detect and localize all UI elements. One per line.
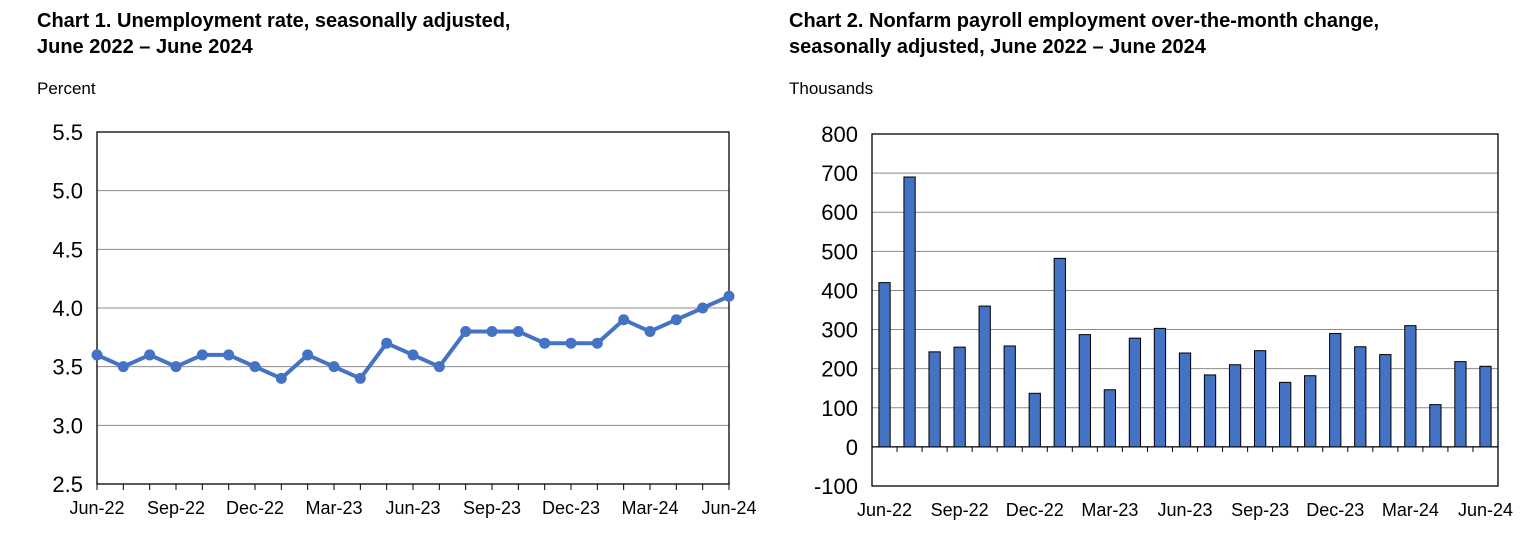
chart-1-y-tick-label: 2.5 bbox=[52, 472, 83, 497]
chart-1-y-tick-label: 3.0 bbox=[52, 413, 83, 438]
chart-2-bar bbox=[1429, 404, 1442, 448]
chart-2-bar bbox=[1178, 352, 1192, 448]
chart-1-data-point bbox=[407, 349, 419, 361]
chart-1-x-tick-label: Jun-23 bbox=[385, 498, 440, 518]
chart-2-y-tick-label: 400 bbox=[821, 278, 858, 303]
chart-2-bar bbox=[953, 346, 966, 448]
chart-2-y-tick-label: 600 bbox=[821, 200, 858, 225]
chart-2-x-tick-label: Dec-23 bbox=[1306, 500, 1364, 520]
chart-1-x-tick-label: Dec-22 bbox=[226, 498, 284, 518]
chart-1-y-unit-label: Percent bbox=[37, 79, 96, 98]
chart-2-title: Chart 2. Nonfarm payroll employment over… bbox=[789, 8, 1529, 60]
chart-1-data-point bbox=[117, 361, 129, 373]
chart-1-data-point bbox=[196, 349, 208, 361]
chart-1-y-tick-label: 3.5 bbox=[52, 355, 83, 380]
chart-1-data-point bbox=[328, 361, 340, 373]
chart-1-title-line-2: June 2022 – June 2024 bbox=[37, 36, 253, 58]
chart-2-x-tick-label: Sep-23 bbox=[1231, 500, 1289, 520]
chart-2-y-tick-label: 700 bbox=[821, 161, 858, 186]
chart-2-bar bbox=[1404, 325, 1417, 448]
chart-2-bar bbox=[878, 282, 891, 448]
chart-2-panel: 800 700 600 500 400 300 200 100 0 -100 Jun-22 Sep-2… bbox=[768, 0, 1536, 551]
chart-2-bar bbox=[1103, 389, 1117, 448]
chart-1-data-point bbox=[91, 349, 103, 361]
chart-2-bar bbox=[1228, 364, 1242, 448]
chart-1-data-point bbox=[644, 325, 656, 337]
chart-2-title-line-1: Chart 2. Nonfarm payroll employment over… bbox=[789, 10, 1380, 32]
chart-1-data-point bbox=[486, 325, 498, 337]
chart-2-bar bbox=[1354, 346, 1367, 448]
chart-2-bar bbox=[1279, 381, 1292, 448]
chart-1-data-point bbox=[591, 337, 603, 349]
chart-1-y-tick-label: 4.5 bbox=[52, 237, 83, 262]
chart-2-bar bbox=[1078, 334, 1091, 448]
chart-1-title-line-1: Chart 1. Unemployment rate, seasonally a… bbox=[37, 10, 511, 32]
chart-1-x-tick-label: Jun-22 bbox=[69, 498, 124, 518]
chart-1-y-tick-label: 5.0 bbox=[52, 179, 83, 204]
chart-1-x-tick-label: Jun-24 bbox=[701, 498, 756, 518]
chart-2-bar bbox=[1454, 361, 1467, 448]
chart-2-x-tick-label: Mar-24 bbox=[1382, 500, 1439, 520]
chart-1-x-tick-label: Sep-23 bbox=[463, 498, 521, 518]
chart-2-bar bbox=[1128, 337, 1142, 448]
chart-1-x-tick-label: Dec-23 bbox=[542, 498, 600, 518]
chart-2-x-tick-label: Jun-22 bbox=[857, 500, 912, 520]
chart-2-bar bbox=[1479, 365, 1492, 448]
chart-2-bar bbox=[1379, 354, 1392, 448]
chart-1-data-point bbox=[697, 302, 709, 314]
chart-1-data-point bbox=[381, 337, 393, 349]
chart-2-bar bbox=[928, 351, 941, 448]
chart-2-bar bbox=[903, 176, 916, 448]
chart-2-y-tick-label: 300 bbox=[821, 318, 858, 343]
chart-1-data-point bbox=[460, 325, 472, 337]
chart-1-data-point bbox=[539, 337, 551, 349]
chart-1-data-point bbox=[170, 361, 182, 373]
chart-1-data-point bbox=[670, 314, 682, 326]
chart-1-y-tick-label: 4.0 bbox=[52, 296, 83, 321]
chart-1-data-point bbox=[618, 314, 630, 326]
chart-1-x-tick-label: Mar-24 bbox=[621, 498, 678, 518]
chart-2-title-line-2: seasonally adjusted, June 2022 – June 20… bbox=[789, 36, 1206, 58]
chart-1-y-tick-label: 5.5 bbox=[52, 120, 83, 145]
chart-1-data-point bbox=[723, 290, 735, 302]
chart-2-y-tick-label: 100 bbox=[821, 396, 858, 421]
chart-2-y-tick-label: 0 bbox=[846, 435, 858, 460]
chart-1-panel: 5.5 5.0 4.5 4.0 3.5 3.0 2.5 Jun-22 Sep-22 Dec-22 M… bbox=[37, 8, 757, 518]
chart-1-data-point bbox=[275, 372, 287, 384]
chart-2-x-tick-label: Mar-23 bbox=[1081, 500, 1138, 520]
chart-2-bar bbox=[1003, 345, 1016, 448]
chart-2-bar bbox=[1153, 327, 1167, 448]
chart-1-data-point bbox=[302, 349, 314, 361]
chart-2-y-tick-label: -100 bbox=[814, 474, 858, 499]
chart-1-title: Chart 1. Unemployment rate, seasonally a… bbox=[37, 8, 737, 60]
chart-1-data-point bbox=[223, 349, 235, 361]
chart-2-x-tick-label: Dec-22 bbox=[1006, 500, 1064, 520]
chart-2-bar bbox=[1329, 332, 1342, 448]
chart-2-bar bbox=[1304, 375, 1317, 448]
chart-1-data-point bbox=[144, 349, 156, 361]
chart-2-y-unit-label: Thousands bbox=[789, 79, 874, 98]
chart-2-y-tick-label: 500 bbox=[821, 239, 858, 264]
chart-2-x-tick-label: Jun-24 bbox=[1458, 500, 1513, 520]
chart-1-data-point bbox=[565, 337, 577, 349]
chart-1-series-line bbox=[96, 294, 730, 381]
chart-2-y-tick-label: 200 bbox=[821, 357, 858, 382]
chart-2-y-tick-label: 800 bbox=[821, 122, 858, 147]
chart-2-x-tick-label: Sep-22 bbox=[931, 500, 989, 520]
chart-2-x-tick-label: Jun-23 bbox=[1157, 500, 1212, 520]
chart-2-bar bbox=[1028, 392, 1041, 448]
chart-2-bar bbox=[978, 305, 991, 448]
chart-1-x-tick-label: Sep-22 bbox=[147, 498, 205, 518]
chart-1-data-point bbox=[354, 372, 366, 384]
chart-1-data-point bbox=[249, 361, 261, 373]
chart-2-bar bbox=[1253, 350, 1267, 448]
chart-2-bar bbox=[1053, 257, 1066, 448]
chart-2-bar bbox=[1203, 374, 1217, 448]
chart-1-x-tick-label: Mar-23 bbox=[305, 498, 362, 518]
chart-1-data-point bbox=[433, 361, 445, 373]
chart-2-plot-frame bbox=[871, 133, 1499, 487]
chart-1-data-point bbox=[512, 325, 524, 337]
